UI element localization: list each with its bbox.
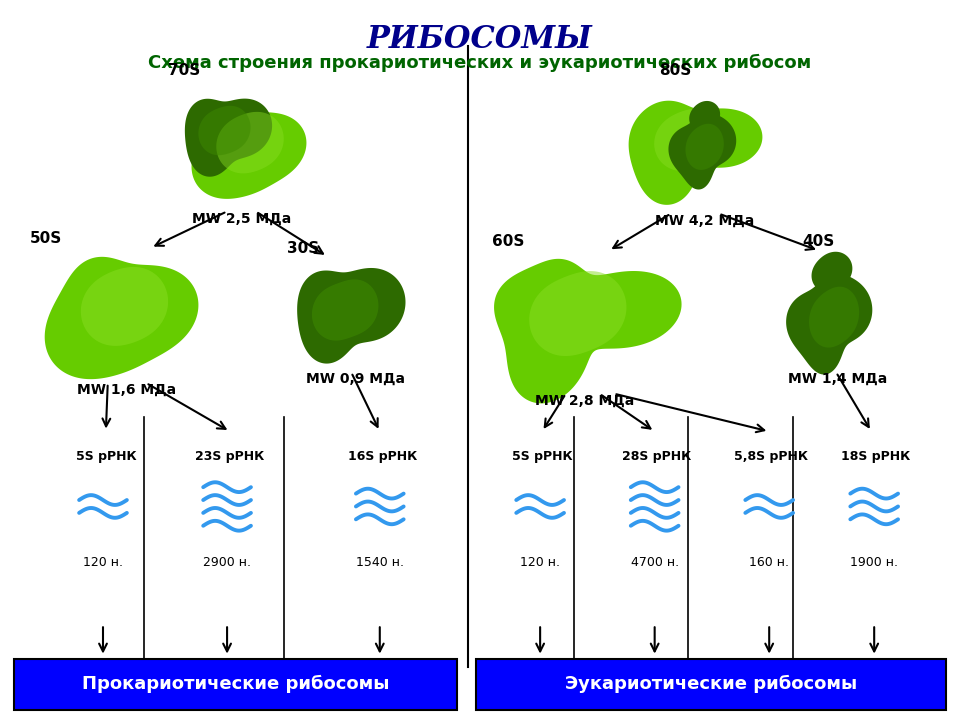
Text: 1900 н.: 1900 н. [851, 557, 899, 570]
Text: MW 1,6 МДа: MW 1,6 МДа [78, 383, 177, 397]
Polygon shape [185, 99, 272, 176]
Polygon shape [811, 252, 852, 292]
Text: РИБОСОМЫ: РИБОСОМЫ [367, 24, 593, 55]
Text: 5S рРНК: 5S рРНК [512, 450, 572, 463]
Polygon shape [312, 279, 378, 341]
Text: MW 2,5 МДа: MW 2,5 МДа [192, 212, 291, 225]
Polygon shape [809, 287, 859, 348]
Text: 5S рРНК: 5S рРНК [76, 450, 136, 463]
Text: 30S: 30S [287, 241, 320, 256]
Text: 80S: 80S [660, 63, 692, 78]
Polygon shape [529, 271, 627, 356]
Polygon shape [668, 113, 736, 189]
Text: 4700 н.: 4700 н. [631, 557, 679, 570]
Polygon shape [685, 124, 724, 170]
Text: 28S рРНК: 28S рРНК [622, 450, 691, 463]
Text: 5,8S рРНК: 5,8S рРНК [734, 450, 808, 463]
Text: 70S: 70S [168, 63, 201, 78]
Text: 120 н.: 120 н. [83, 557, 123, 570]
Polygon shape [689, 101, 720, 132]
Text: 2900 н.: 2900 н. [204, 557, 252, 570]
FancyBboxPatch shape [476, 659, 946, 710]
Polygon shape [298, 268, 405, 364]
Text: MW 4,2 МДа: MW 4,2 МДа [655, 214, 754, 228]
Polygon shape [199, 106, 251, 156]
FancyBboxPatch shape [14, 659, 457, 710]
Polygon shape [494, 258, 682, 403]
Text: 40S: 40S [803, 234, 835, 249]
Text: 1540 н.: 1540 н. [356, 557, 404, 570]
Text: 18S рРНК: 18S рРНК [842, 450, 911, 463]
Polygon shape [654, 109, 726, 171]
Text: 160 н.: 160 н. [749, 557, 789, 570]
Text: MW 2,8 МДа: MW 2,8 МДа [536, 394, 635, 408]
Polygon shape [81, 267, 168, 346]
Text: 120 н.: 120 н. [520, 557, 560, 570]
Text: MW 1,4 МДа: MW 1,4 МДа [788, 372, 888, 386]
Text: Эукариотические рибосомы: Эукариотические рибосомы [564, 675, 857, 693]
Text: 16S рРНК: 16S рРНК [348, 450, 418, 463]
Polygon shape [45, 257, 199, 379]
Text: 23S рРНК: 23S рРНК [195, 450, 265, 463]
Text: Схема строения прокариотических и эукариотических рибосом: Схема строения прокариотических и эукари… [149, 54, 811, 73]
Polygon shape [192, 105, 306, 199]
Text: 60S: 60S [492, 234, 525, 249]
Text: 50S: 50S [30, 230, 61, 246]
Text: MW 0,9 МДа: MW 0,9 МДа [306, 372, 405, 386]
Polygon shape [786, 274, 873, 374]
Text: Прокариотические рибосомы: Прокариотические рибосомы [82, 675, 390, 693]
Polygon shape [216, 112, 284, 174]
Polygon shape [629, 101, 762, 205]
